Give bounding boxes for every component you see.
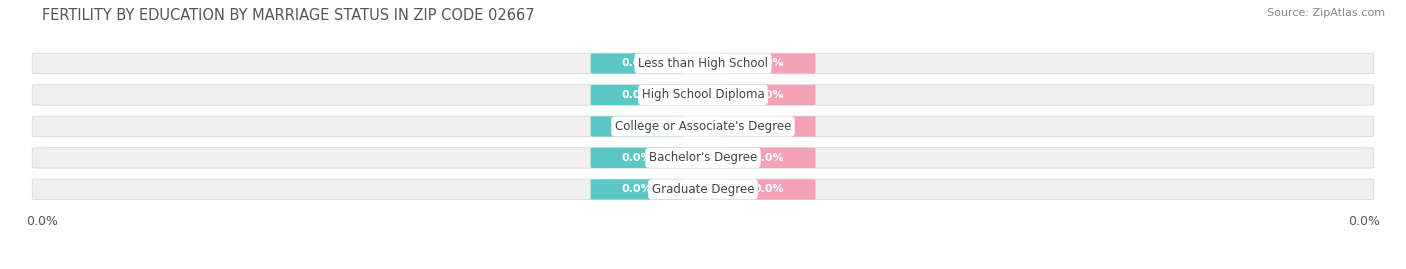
Text: 0.0%: 0.0% bbox=[621, 121, 652, 132]
Text: 0.0%: 0.0% bbox=[754, 184, 785, 194]
Text: High School Diploma: High School Diploma bbox=[641, 89, 765, 101]
Text: 0.0%: 0.0% bbox=[621, 153, 652, 163]
Text: 0.0%: 0.0% bbox=[621, 184, 652, 194]
Text: FERTILITY BY EDUCATION BY MARRIAGE STATUS IN ZIP CODE 02667: FERTILITY BY EDUCATION BY MARRIAGE STATU… bbox=[42, 8, 534, 23]
Text: Source: ZipAtlas.com: Source: ZipAtlas.com bbox=[1267, 8, 1385, 18]
Text: 0.0%: 0.0% bbox=[621, 90, 652, 100]
FancyBboxPatch shape bbox=[723, 179, 815, 199]
FancyBboxPatch shape bbox=[32, 148, 1374, 168]
FancyBboxPatch shape bbox=[591, 116, 683, 136]
Text: Less than High School: Less than High School bbox=[638, 57, 768, 70]
FancyBboxPatch shape bbox=[723, 116, 815, 136]
Text: Bachelor's Degree: Bachelor's Degree bbox=[650, 151, 756, 164]
FancyBboxPatch shape bbox=[723, 54, 815, 73]
Text: 0.0%: 0.0% bbox=[754, 121, 785, 132]
FancyBboxPatch shape bbox=[591, 54, 683, 73]
Text: 0.0%: 0.0% bbox=[754, 58, 785, 69]
FancyBboxPatch shape bbox=[32, 53, 1374, 74]
FancyBboxPatch shape bbox=[723, 148, 815, 168]
FancyBboxPatch shape bbox=[32, 179, 1374, 200]
Text: 0.0%: 0.0% bbox=[754, 153, 785, 163]
Text: 0.0%: 0.0% bbox=[621, 58, 652, 69]
Text: Graduate Degree: Graduate Degree bbox=[652, 183, 754, 196]
FancyBboxPatch shape bbox=[32, 85, 1374, 105]
Text: 0.0%: 0.0% bbox=[754, 90, 785, 100]
FancyBboxPatch shape bbox=[591, 85, 683, 105]
FancyBboxPatch shape bbox=[723, 85, 815, 105]
Text: College or Associate's Degree: College or Associate's Degree bbox=[614, 120, 792, 133]
FancyBboxPatch shape bbox=[591, 148, 683, 168]
FancyBboxPatch shape bbox=[32, 116, 1374, 137]
FancyBboxPatch shape bbox=[591, 179, 683, 199]
